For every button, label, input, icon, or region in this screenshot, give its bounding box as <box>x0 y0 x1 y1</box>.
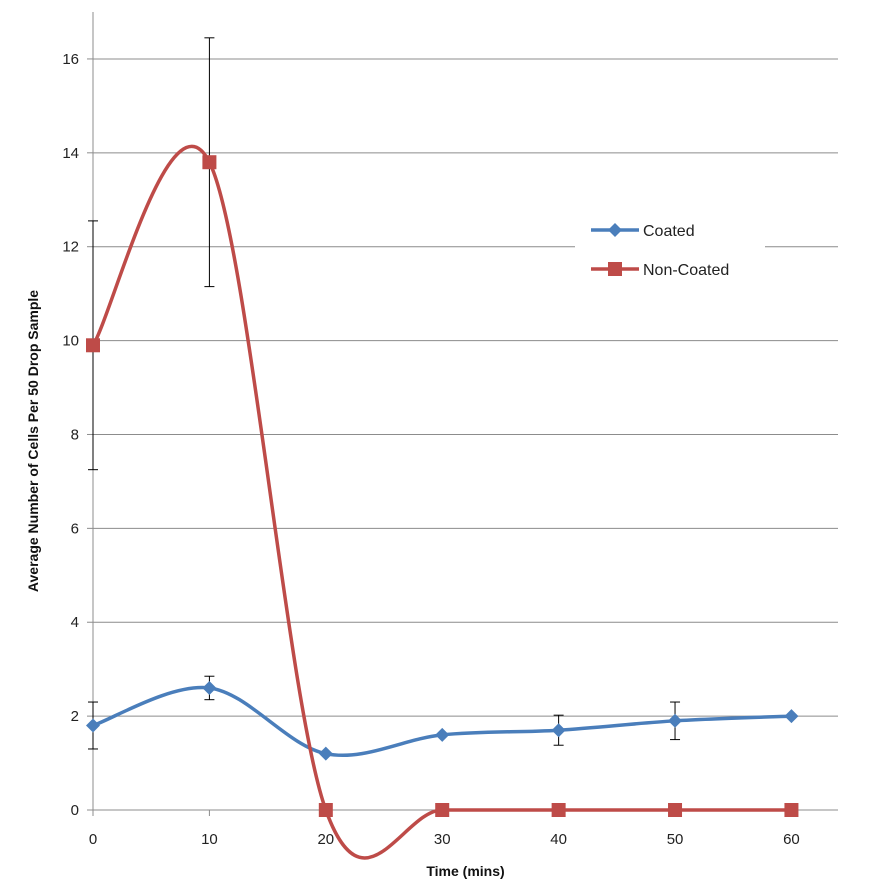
legend-coated-label: Coated <box>643 223 695 240</box>
coated-line <box>92 685 792 758</box>
y-tick-label: 0 <box>71 802 79 819</box>
non-coated-point <box>318 803 333 817</box>
coated-point <box>202 680 217 695</box>
y-tick-label: 10 <box>62 333 79 350</box>
legend-coated-marker <box>608 223 622 237</box>
series-markers <box>86 155 799 817</box>
non-coated-point <box>435 803 450 817</box>
y-axis-title: Average Number of Cells Per 50 Drop Samp… <box>25 290 41 592</box>
non-coated-point <box>551 803 566 817</box>
x-tick-label: 20 <box>317 831 334 848</box>
error-bars <box>88 37 681 750</box>
legend: Coated Non-Coated <box>591 223 729 279</box>
non-coated-point <box>668 803 683 817</box>
coated-point <box>668 713 683 728</box>
legend-non-coated-marker <box>608 262 622 276</box>
y-tick-label: 14 <box>62 145 79 162</box>
coated-point <box>551 723 566 738</box>
x-tick-label: 50 <box>667 831 684 848</box>
y-tick-labels: 0 2 4 6 8 10 12 14 16 <box>62 51 79 819</box>
non-coated-point <box>202 155 217 170</box>
y-tick-label: 2 <box>71 708 79 725</box>
non-coated-line <box>91 144 792 860</box>
x-tick-labels: 0 10 20 30 40 50 60 <box>89 831 800 848</box>
non-coated-point <box>784 803 799 817</box>
y-tick-label: 6 <box>71 520 79 537</box>
x-tick-label: 40 <box>550 831 567 848</box>
legend-non-coated-label: Non-Coated <box>643 262 729 279</box>
y-tick-label: 12 <box>62 239 79 256</box>
x-tick-label: 0 <box>89 831 97 848</box>
x-axis-title: Time (mins) <box>426 863 504 879</box>
coated-point <box>318 746 333 761</box>
axes <box>87 12 838 816</box>
x-tick-label: 60 <box>783 831 800 848</box>
legend-box <box>575 210 765 292</box>
coated-point <box>435 727 450 742</box>
coated-point <box>784 709 799 724</box>
coated-point <box>86 718 100 733</box>
x-tick-label: 30 <box>434 831 451 848</box>
y-tick-label: 16 <box>62 51 79 68</box>
x-tick-label: 10 <box>201 831 218 848</box>
non-coated-point <box>86 338 100 353</box>
legend-background <box>575 210 765 292</box>
grid-lines <box>93 58 838 717</box>
y-tick-label: 8 <box>71 426 79 443</box>
y-tick-label: 4 <box>71 614 79 631</box>
